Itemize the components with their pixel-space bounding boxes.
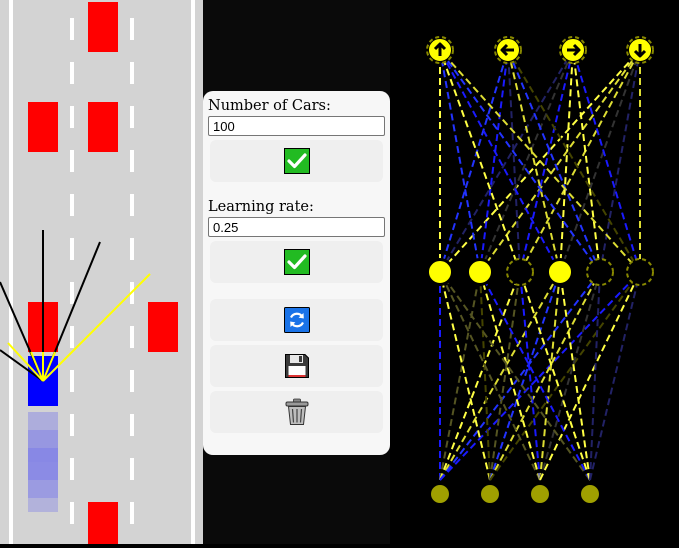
network-connection	[572, 49, 601, 273]
network-nodes	[426, 36, 654, 505]
network-connection	[439, 49, 521, 273]
network-connection	[539, 271, 641, 481]
network-connection	[439, 49, 641, 273]
network-connection	[439, 271, 561, 481]
network-connection	[559, 271, 591, 481]
road-right-edge	[191, 0, 195, 544]
input-node	[579, 483, 601, 505]
network-connection	[479, 271, 491, 481]
down-arrow-icon	[633, 44, 647, 58]
trash-can-icon	[285, 398, 308, 425]
traffic-car	[28, 102, 58, 152]
network-connection	[507, 49, 601, 273]
network-connection	[439, 271, 491, 481]
network-edges	[439, 49, 641, 481]
traffic-car	[88, 2, 118, 52]
network-svg	[426, 36, 654, 505]
network-connection	[589, 271, 641, 481]
ghost-car	[28, 462, 58, 512]
floppy-disk-icon	[284, 354, 309, 378]
network-connection	[439, 49, 509, 273]
network-connection	[507, 49, 641, 273]
network-connection	[489, 271, 561, 481]
confirm-cars-button[interactable]	[210, 140, 383, 182]
network-connection	[479, 271, 591, 481]
checkmark-icon	[283, 148, 310, 174]
network-connection	[479, 49, 574, 273]
road-canvas	[0, 0, 203, 544]
network-connection	[519, 49, 574, 273]
traffic-car	[88, 502, 118, 544]
ghost-car	[28, 430, 58, 480]
number-of-cars-input[interactable]	[208, 116, 385, 136]
input-node	[529, 483, 551, 505]
discard-button[interactable]	[210, 391, 383, 433]
hidden-node-fill	[469, 261, 491, 283]
network-connection	[439, 271, 591, 481]
network-connection	[519, 271, 541, 481]
network-connection	[539, 271, 601, 481]
network-connection	[589, 271, 601, 481]
traffic-car	[88, 102, 118, 152]
network-connection	[439, 271, 481, 481]
network-connection	[439, 49, 574, 273]
hidden-node	[586, 258, 614, 286]
network-connection	[539, 271, 561, 481]
network-connection	[559, 49, 574, 273]
road-left-edge	[9, 0, 13, 544]
hidden-node	[626, 258, 654, 286]
hidden-node-fill	[429, 261, 451, 283]
network-connection	[439, 49, 601, 273]
network-connection	[439, 49, 561, 273]
checkmark-icon	[283, 249, 310, 275]
network-connection	[489, 271, 521, 481]
sensor-rays	[0, 230, 151, 382]
ghost-car	[28, 412, 58, 462]
network-connection	[507, 49, 561, 273]
left-arrow-icon	[500, 43, 514, 57]
input-node	[479, 483, 501, 505]
hidden-node-fill	[549, 261, 571, 283]
network-visualizer	[390, 0, 679, 544]
network-connection	[479, 271, 541, 481]
right-arrow-icon	[567, 43, 581, 57]
network-connection	[507, 49, 521, 273]
up-arrow-icon	[433, 42, 447, 56]
number-of-cars-label: Number of Cars:	[208, 98, 331, 114]
ghost-car	[28, 448, 58, 498]
learning-rate-input[interactable]	[208, 217, 385, 237]
network-connection	[489, 271, 601, 481]
hidden-node	[506, 258, 534, 286]
network-connection	[479, 49, 509, 273]
traffic-car	[148, 302, 178, 352]
network-connection	[572, 49, 641, 273]
input-node	[429, 483, 451, 505]
network-connection	[519, 271, 591, 481]
network-connection	[439, 271, 641, 481]
network-connection	[519, 49, 641, 273]
reload-button[interactable]	[210, 299, 383, 341]
road-svg	[0, 0, 195, 544]
control-panel: Number of Cars: Learning rate:	[203, 91, 390, 455]
confirm-learning-rate-button[interactable]	[210, 241, 383, 283]
network-connection	[439, 271, 521, 481]
network-connection	[439, 271, 541, 481]
refresh-icon	[283, 307, 310, 333]
network-connection	[489, 271, 641, 481]
learning-rate-label: Learning rate:	[208, 199, 314, 215]
save-button[interactable]	[210, 345, 383, 387]
network-connection	[439, 49, 481, 273]
